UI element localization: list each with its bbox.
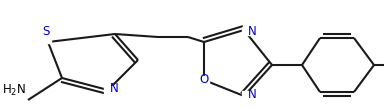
Bar — [242, 27, 252, 35]
Bar — [41, 35, 51, 43]
Text: H$_2$N: H$_2$N — [2, 83, 26, 98]
Bar — [242, 91, 252, 99]
Bar — [104, 86, 114, 94]
Text: N: N — [248, 89, 257, 102]
Bar — [199, 76, 209, 84]
Text: S: S — [42, 25, 50, 38]
Text: N: N — [110, 82, 119, 95]
Text: O: O — [199, 72, 209, 85]
Text: N: N — [248, 25, 257, 38]
